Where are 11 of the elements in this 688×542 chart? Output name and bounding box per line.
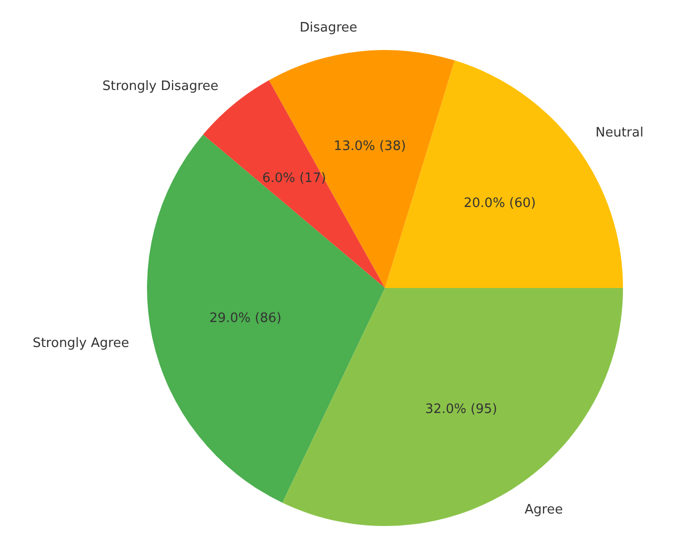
- slice-label: Strongly Disagree: [102, 79, 218, 94]
- pie-slice: [282, 288, 623, 526]
- data-label: 20.0% (60): [464, 196, 536, 212]
- data-label: 13.0% (38): [334, 139, 406, 154]
- slice-label: Agree: [524, 502, 563, 518]
- data-label: 6.0% (17): [262, 170, 326, 186]
- data-label: 29.0% (86): [209, 311, 282, 326]
- slice-label: Disagree: [300, 20, 358, 36]
- data-label: 32.0% (95): [425, 402, 498, 417]
- slice-label: Neutral: [595, 125, 644, 140]
- slice-label: Strongly Agree: [32, 336, 130, 352]
